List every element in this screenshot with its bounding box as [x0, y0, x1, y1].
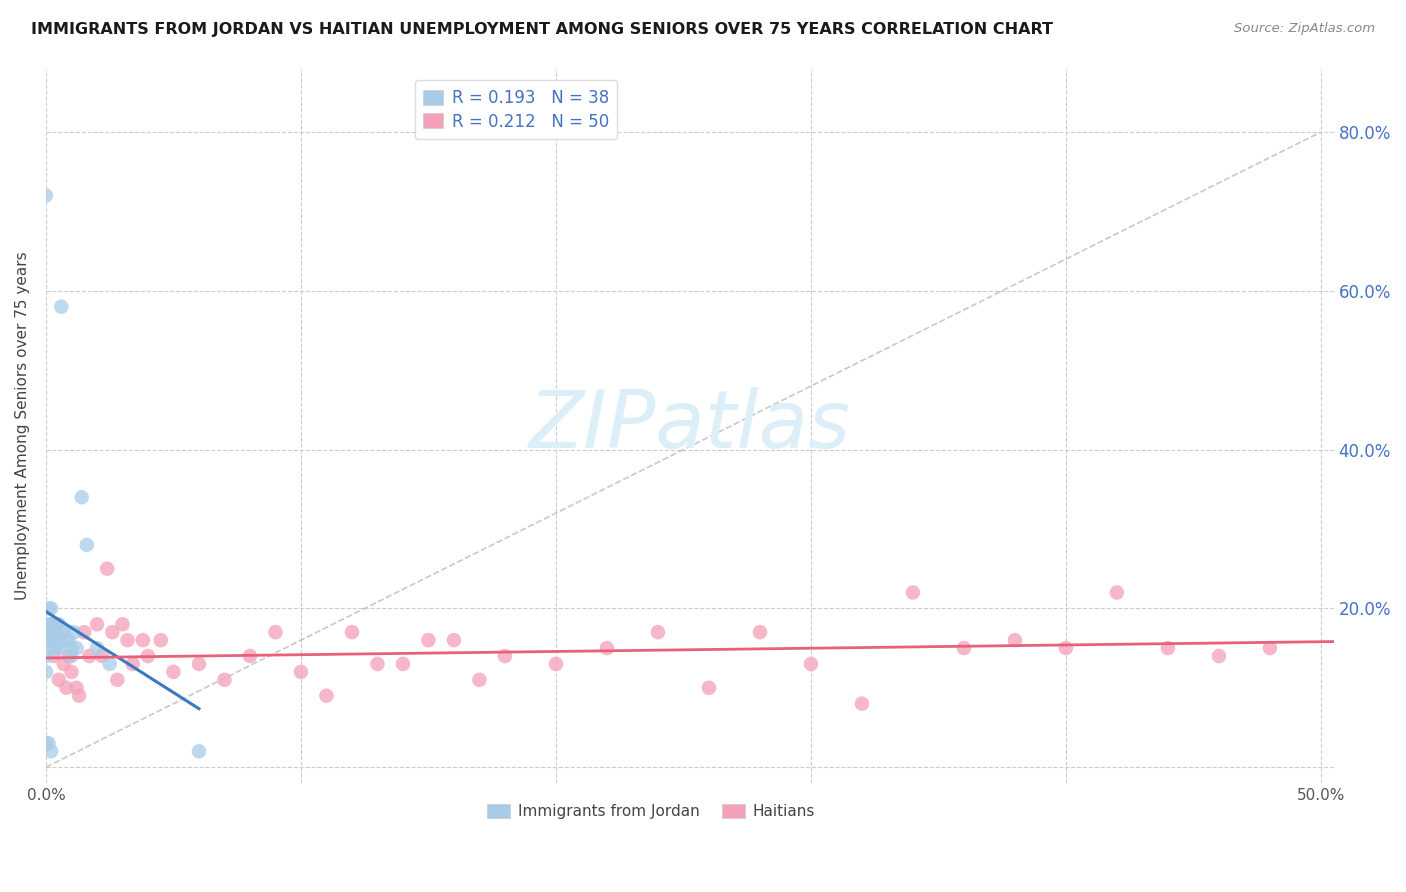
Point [443, 633, 465, 648]
Point [901, 585, 924, 599]
Point [214, 673, 236, 687]
Point [52, 625, 75, 640]
Text: ZIPatlas: ZIPatlas [529, 387, 851, 465]
Point [86, 617, 108, 632]
Point [418, 633, 440, 648]
Point [42, 625, 65, 640]
Point [58, 648, 80, 663]
Point [42, 617, 65, 632]
Point [52, 657, 75, 671]
Point [70, 490, 93, 504]
Legend: Immigrants from Jordan, Haitians: Immigrants from Jordan, Haitians [481, 798, 821, 825]
Point [35, 665, 58, 679]
Point [136, 648, 159, 663]
Point [38, 736, 60, 750]
Point [851, 697, 873, 711]
Point [76, 538, 98, 552]
Point [55, 681, 77, 695]
Point [953, 641, 976, 656]
Point [42, 641, 65, 656]
Point [132, 633, 155, 648]
Point [38, 633, 60, 648]
Point [65, 641, 87, 656]
Point [188, 744, 211, 758]
Point [121, 657, 143, 671]
Point [51, 300, 73, 314]
Point [290, 665, 312, 679]
Point [468, 673, 491, 687]
Point [45, 617, 67, 632]
Text: Source: ZipAtlas.com: Source: ZipAtlas.com [1234, 22, 1375, 36]
Point [35, 648, 58, 663]
Point [105, 673, 128, 687]
Point [544, 657, 567, 671]
Point [117, 633, 139, 648]
Point [51, 625, 73, 640]
Point [91, 648, 114, 663]
Point [162, 665, 184, 679]
Point [42, 648, 65, 663]
Point [55, 633, 77, 648]
Point [60, 641, 83, 656]
Point [149, 633, 172, 648]
Point [1105, 585, 1128, 599]
Point [39, 633, 62, 648]
Point [60, 665, 83, 679]
Y-axis label: Unemployment Among Seniors over 75 years: Unemployment Among Seniors over 75 years [15, 252, 30, 600]
Point [596, 641, 619, 656]
Point [39, 744, 62, 758]
Point [39, 625, 62, 640]
Point [58, 633, 80, 648]
Point [647, 625, 669, 640]
Point [239, 648, 262, 663]
Point [96, 562, 118, 576]
Point [79, 648, 101, 663]
Point [48, 673, 70, 687]
Point [494, 648, 516, 663]
Point [38, 617, 60, 632]
Point [366, 657, 388, 671]
Point [48, 633, 70, 648]
Point [39, 601, 62, 615]
Point [60, 648, 83, 663]
Point [48, 617, 70, 632]
Point [48, 641, 70, 656]
Point [38, 625, 60, 640]
Point [86, 641, 108, 656]
Point [748, 625, 770, 640]
Point [101, 625, 124, 640]
Point [39, 617, 62, 632]
Point [38, 601, 60, 615]
Point [111, 617, 134, 632]
Point [1054, 641, 1077, 656]
Point [42, 633, 65, 648]
Text: IMMIGRANTS FROM JORDAN VS HAITIAN UNEMPLOYMENT AMONG SENIORS OVER 75 YEARS CORRE: IMMIGRANTS FROM JORDAN VS HAITIAN UNEMPL… [31, 22, 1053, 37]
Point [98, 657, 121, 671]
Point [35, 188, 58, 202]
Point [63, 625, 86, 640]
Point [65, 681, 87, 695]
Point [264, 625, 287, 640]
Point [1004, 633, 1026, 648]
Point [1258, 641, 1281, 656]
Point [1157, 641, 1180, 656]
Point [35, 736, 58, 750]
Point [188, 657, 211, 671]
Point [45, 641, 67, 656]
Point [340, 625, 363, 640]
Point [800, 657, 823, 671]
Point [1208, 648, 1230, 663]
Point [67, 689, 90, 703]
Point [392, 657, 415, 671]
Point [697, 681, 720, 695]
Point [45, 625, 67, 640]
Point [73, 625, 96, 640]
Point [315, 689, 337, 703]
